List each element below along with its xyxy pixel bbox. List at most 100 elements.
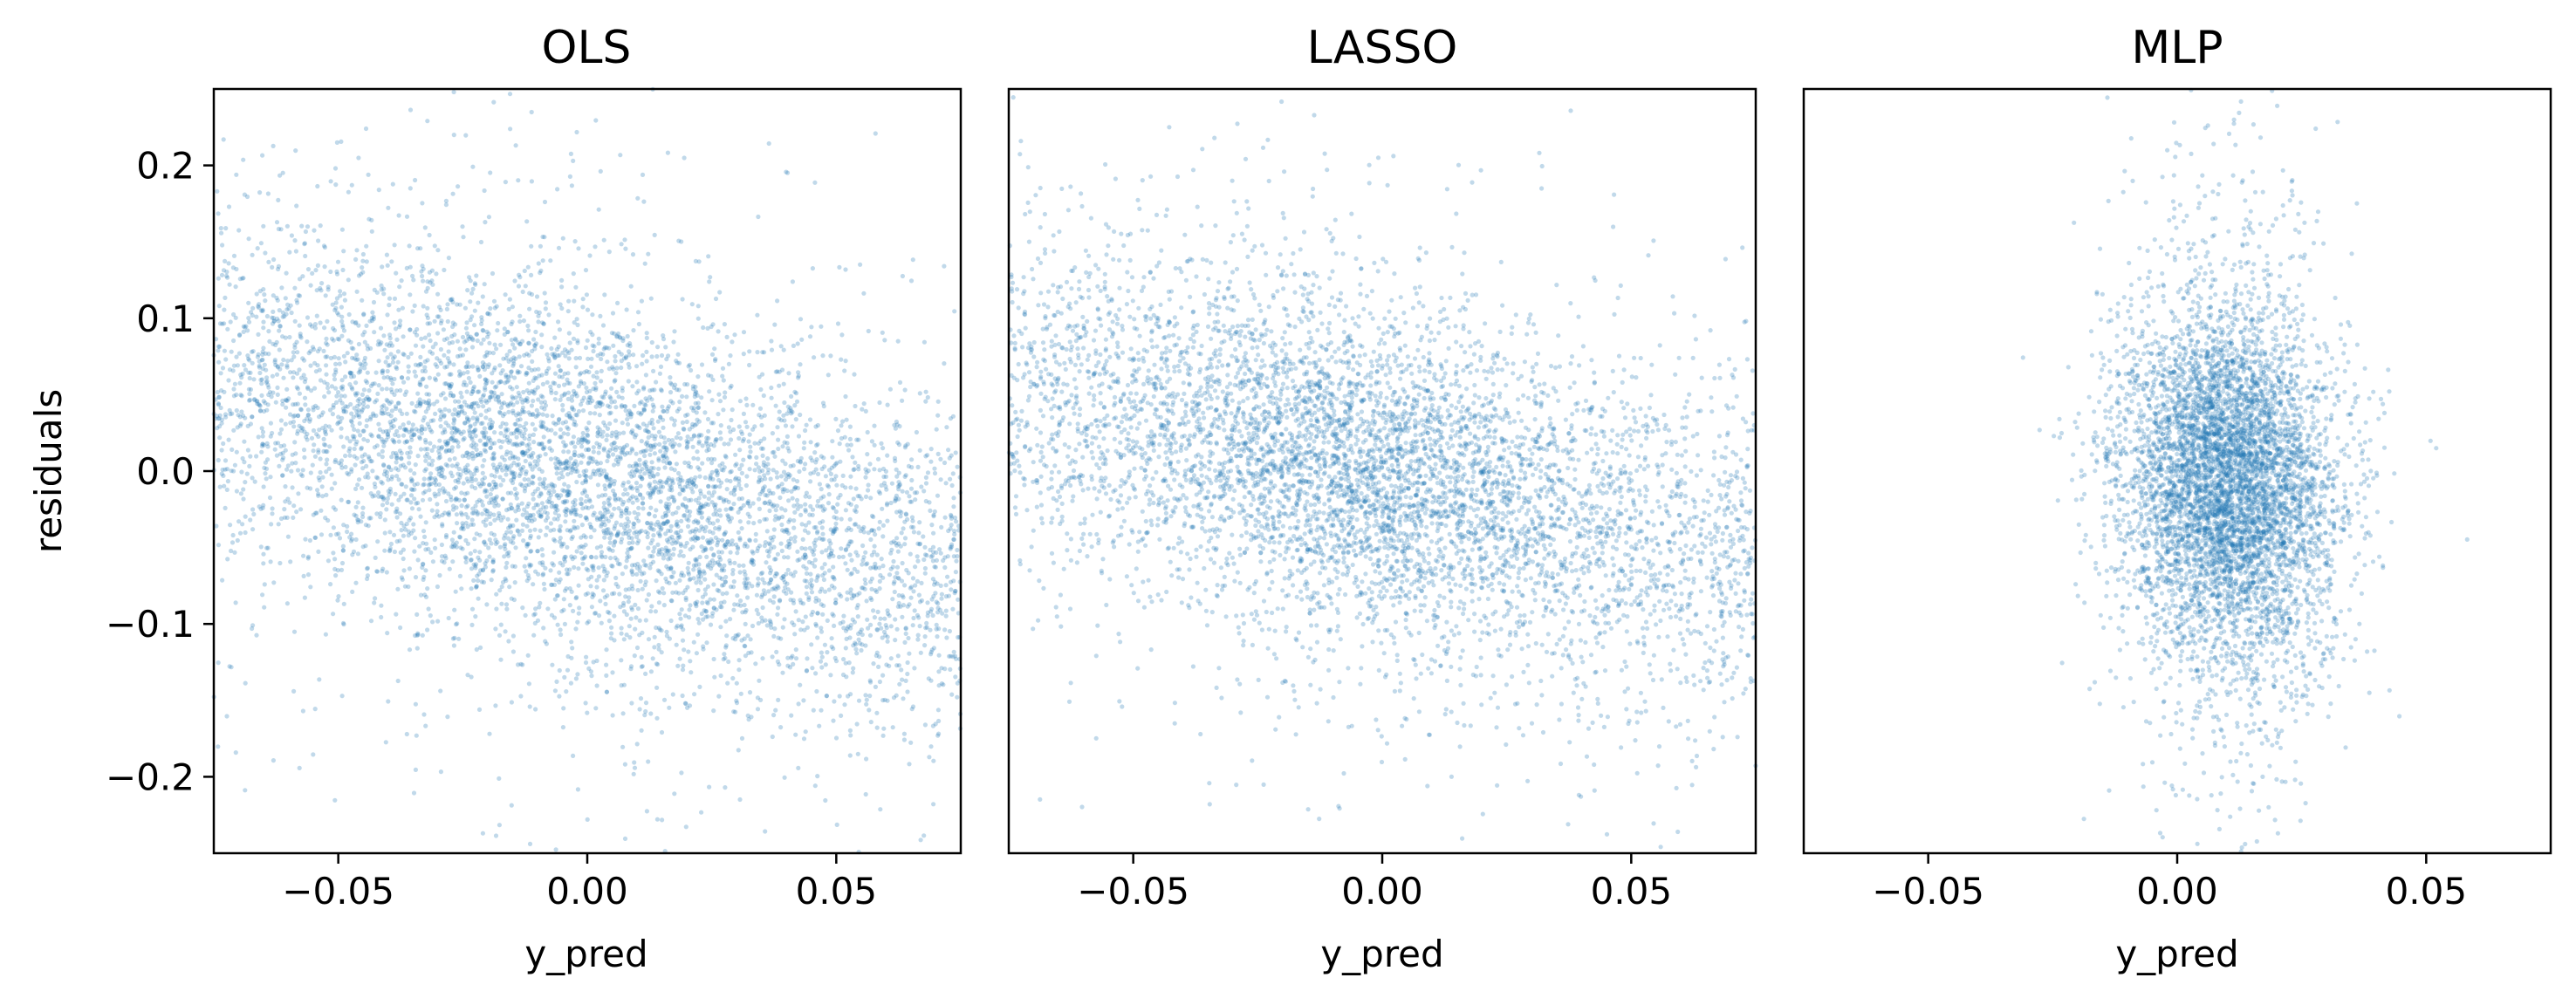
- data-point: [469, 401, 475, 407]
- data-point: [545, 368, 550, 373]
- data-point: [626, 498, 632, 503]
- data-point: [736, 667, 742, 673]
- data-point: [777, 598, 783, 604]
- data-point: [427, 461, 432, 467]
- data-point: [390, 181, 395, 187]
- data-point: [614, 389, 620, 394]
- data-point: [457, 346, 462, 352]
- data-point: [604, 437, 609, 442]
- data-point: [853, 460, 858, 465]
- data-point: [266, 392, 271, 398]
- data-point: [760, 446, 766, 451]
- data-point: [847, 436, 853, 441]
- data-point: [573, 626, 579, 632]
- data-point: [601, 395, 606, 400]
- data-point: [921, 339, 927, 345]
- data-point: [423, 547, 428, 552]
- data-point: [776, 516, 781, 522]
- data-point: [326, 390, 332, 395]
- data-point: [436, 455, 442, 461]
- data-point: [446, 509, 452, 516]
- data-point: [928, 459, 934, 464]
- data-point: [559, 305, 565, 311]
- data-point: [451, 133, 456, 138]
- data-point: [565, 484, 572, 489]
- data-point: [819, 324, 824, 329]
- data-point: [837, 264, 842, 270]
- data-point: [629, 468, 635, 474]
- data-point: [834, 822, 839, 828]
- data-point: [264, 379, 269, 385]
- data-point: [744, 424, 750, 429]
- data-point: [911, 530, 916, 535]
- data-point: [312, 442, 317, 448]
- data-point: [538, 243, 544, 249]
- data-point: [336, 594, 341, 599]
- data-point: [374, 443, 380, 448]
- data-point: [223, 414, 229, 420]
- data-point: [522, 268, 527, 274]
- data-point: [722, 394, 728, 400]
- data-point: [567, 567, 572, 572]
- data-point: [243, 788, 248, 793]
- data-point: [550, 662, 555, 667]
- data-point: [945, 554, 950, 559]
- data-point: [265, 545, 271, 550]
- data-point: [674, 461, 680, 467]
- data-point: [717, 484, 723, 489]
- data-point: [634, 423, 640, 428]
- data-point: [757, 506, 763, 512]
- data-point: [641, 386, 647, 392]
- data-point: [620, 502, 626, 507]
- data-point: [675, 408, 680, 414]
- data-point: [558, 577, 563, 582]
- data-point: [489, 389, 494, 394]
- data-point: [507, 92, 513, 97]
- data-point: [452, 635, 457, 641]
- data-point: [803, 461, 808, 467]
- data-point: [808, 471, 813, 476]
- data-point: [695, 617, 701, 622]
- data-point: [650, 443, 656, 448]
- data-point: [280, 457, 285, 462]
- data-point: [446, 491, 451, 496]
- data-point: [934, 427, 939, 432]
- data-point: [479, 341, 484, 346]
- data-point: [400, 375, 405, 380]
- data-point: [313, 268, 319, 273]
- data-point: [906, 635, 911, 641]
- data-point: [439, 470, 444, 475]
- data-point: [758, 386, 764, 393]
- data-point: [421, 476, 427, 482]
- data-point: [367, 397, 373, 402]
- data-point: [455, 338, 461, 344]
- data-point: [653, 609, 659, 614]
- data-point: [774, 649, 779, 655]
- data-point: [634, 534, 640, 540]
- data-point: [657, 533, 662, 539]
- data-point: [673, 449, 678, 455]
- data-point: [673, 540, 679, 545]
- data-point: [557, 694, 562, 699]
- data-point: [766, 581, 771, 586]
- data-point: [340, 267, 346, 273]
- data-point: [799, 337, 805, 342]
- data-point: [295, 350, 300, 355]
- data-point: [393, 326, 399, 332]
- data-point: [903, 626, 908, 631]
- data-point: [872, 423, 877, 428]
- data-point: [449, 297, 455, 302]
- data-point: [536, 486, 541, 492]
- data-point: [463, 133, 469, 138]
- data-point: [813, 598, 819, 605]
- data-point: [582, 438, 587, 443]
- data-point: [921, 489, 927, 494]
- data-point: [333, 361, 339, 366]
- data-point: [709, 493, 715, 498]
- data-point: [627, 635, 633, 640]
- data-point: [317, 427, 322, 433]
- data-point: [362, 366, 367, 371]
- data-point: [872, 442, 877, 448]
- data-point: [922, 722, 928, 728]
- data-point: [739, 496, 745, 502]
